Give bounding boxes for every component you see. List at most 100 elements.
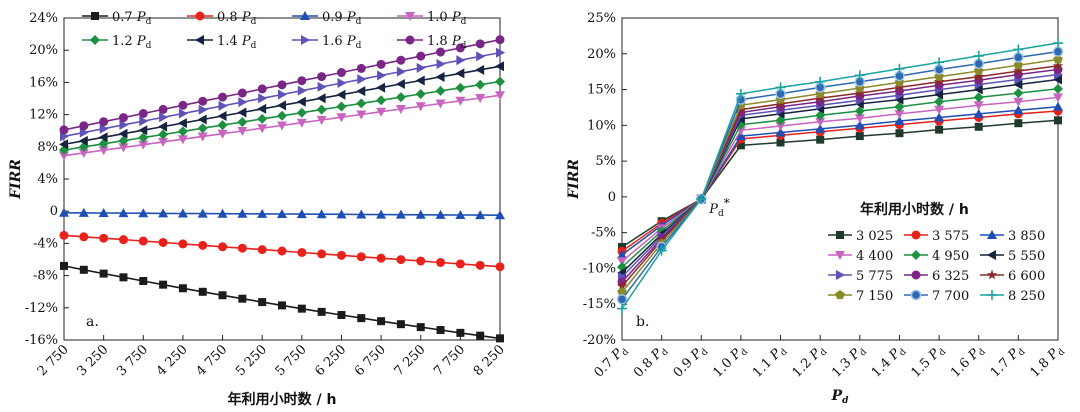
chart-b: -20% -15% -10% -5% 0 5% 10% 15% 20% 25% 0.7 Pd 0.8 … — [566, 11, 1067, 406]
data-point — [815, 76, 826, 87]
data-point — [257, 113, 268, 124]
y-axis-label: FIRR — [8, 159, 24, 200]
plot-frame — [63, 17, 501, 341]
data-point — [475, 210, 486, 220]
data-point — [435, 209, 446, 219]
data-point — [79, 127, 89, 138]
data-point — [1013, 97, 1024, 107]
data-point — [356, 63, 366, 73]
legend-label: 3 575 — [932, 229, 969, 244]
data-point — [356, 86, 366, 97]
data-point — [376, 107, 387, 117]
legend-label: 5 775 — [856, 269, 893, 284]
data-point — [138, 125, 148, 136]
data-point — [218, 291, 227, 300]
data-point — [99, 269, 108, 278]
data-point — [934, 89, 944, 100]
data-point — [278, 89, 287, 100]
x-tick-label: 7 750 — [431, 342, 468, 379]
x-tick-label: 1.2 Pd — [790, 342, 830, 382]
data-point — [178, 108, 188, 119]
data-point — [415, 75, 425, 86]
x-tick-label: 3 750 — [114, 342, 151, 379]
data-point — [1013, 79, 1023, 90]
y-tick-label: 0 — [608, 190, 616, 205]
data-point — [476, 51, 486, 62]
data-point — [973, 84, 983, 95]
data-point — [617, 249, 627, 259]
y-tick-label: -4% — [33, 236, 58, 251]
data-point — [1052, 60, 1064, 71]
data-point — [278, 301, 286, 310]
data-point — [455, 68, 465, 79]
data-point — [495, 61, 504, 72]
data-point — [854, 106, 865, 117]
data-point — [775, 82, 786, 93]
data-point — [455, 259, 465, 269]
data-point — [1053, 74, 1062, 85]
data-point — [217, 129, 228, 139]
data-point — [435, 99, 446, 109]
data-point — [1053, 101, 1063, 111]
data-point — [316, 93, 326, 104]
data-point — [1013, 88, 1024, 99]
data-point — [396, 55, 406, 65]
data-point — [297, 304, 306, 313]
data-point — [476, 331, 485, 340]
y-tick-label: 20% — [29, 43, 58, 58]
x-tick-label: 0.7 Pd — [591, 342, 631, 382]
legend-marker — [835, 251, 845, 260]
legend-label: 0.8 Pd — [217, 10, 257, 27]
legend-marker — [91, 12, 99, 20]
legend-label: 7 700 — [932, 289, 969, 304]
legend-label: 1.2 Pd — [112, 34, 152, 51]
legend-marker — [910, 289, 922, 301]
data-point — [776, 138, 785, 147]
data-point — [237, 88, 247, 98]
y-tick-label: -12% — [25, 301, 58, 316]
data-point — [277, 246, 287, 256]
data-point — [78, 135, 88, 146]
data-point — [59, 230, 69, 240]
x-tick-label: 0.9 Pd — [671, 342, 711, 382]
data-point — [376, 209, 387, 219]
y-tick-label: 15% — [587, 83, 616, 98]
data-point — [376, 59, 386, 69]
data-point — [935, 125, 944, 134]
data-point — [237, 208, 248, 218]
data-point — [177, 126, 188, 137]
data-point — [258, 298, 267, 307]
data-point — [934, 112, 945, 122]
legend-label: 1.4 Pd — [217, 34, 257, 51]
legend-background — [822, 222, 1032, 306]
data-point — [495, 76, 505, 87]
legend-marker — [835, 290, 845, 299]
data-point — [616, 293, 628, 305]
data-point — [973, 101, 984, 111]
data-point — [475, 79, 486, 90]
data-point — [395, 79, 405, 90]
x-tick-label: 1.5 Pd — [909, 342, 949, 382]
data-point — [119, 273, 128, 282]
x-axis-label: Pd — [831, 388, 850, 406]
plot-frame — [621, 17, 1059, 341]
data-point — [934, 96, 945, 107]
data-point — [495, 210, 505, 220]
data-point — [78, 207, 89, 217]
legend-marker — [405, 12, 415, 21]
data-point — [815, 123, 826, 133]
y-tick-label: -10% — [583, 261, 616, 276]
data-point — [277, 80, 287, 90]
data-point — [197, 132, 208, 142]
data-point — [933, 76, 945, 87]
x-tick-label: 1.0 Pd — [710, 342, 750, 382]
data-point — [118, 143, 129, 153]
data-point — [218, 100, 228, 111]
data-point — [138, 208, 149, 218]
data-point — [735, 131, 746, 141]
y-tick-label: 25% — [587, 11, 616, 26]
data-point — [118, 128, 128, 139]
legend-label: 1.6 Pd — [322, 34, 362, 51]
x-tick-label: 1.4 Pd — [869, 342, 909, 382]
data-point — [158, 121, 168, 132]
